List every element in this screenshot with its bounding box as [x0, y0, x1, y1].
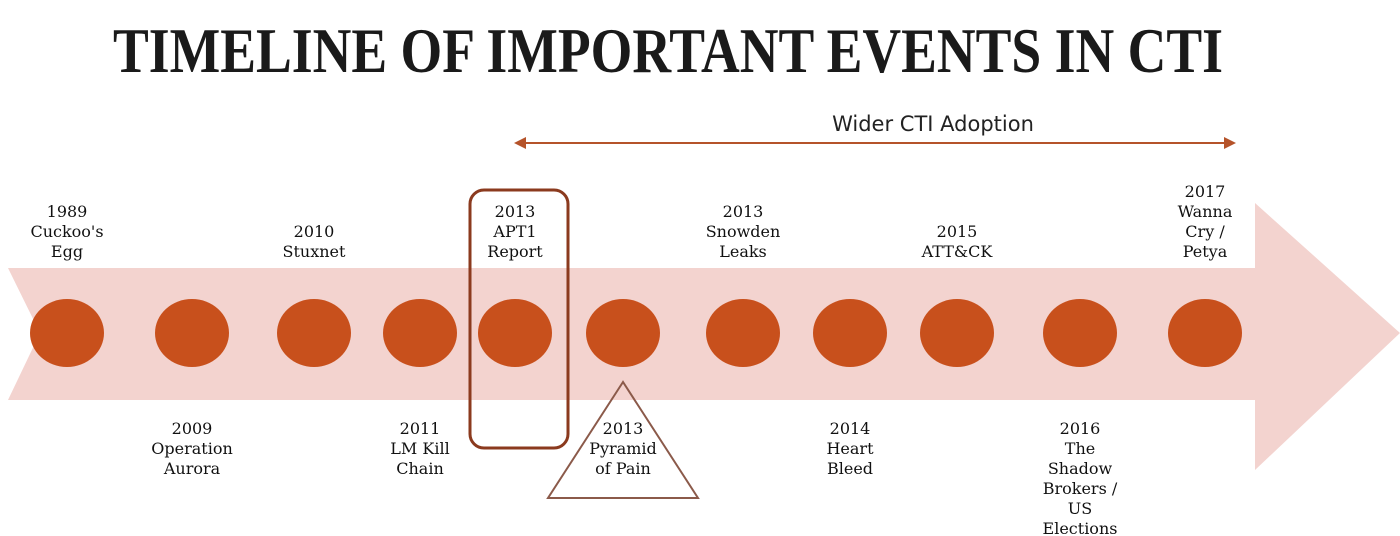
- event-label: Snowden: [706, 222, 781, 241]
- event-year: 2016: [1060, 419, 1101, 438]
- event-dot: [1043, 299, 1117, 367]
- event-label: APT1: [492, 222, 536, 241]
- span-arrowhead: [1224, 137, 1236, 149]
- event-year: 2015: [937, 222, 978, 241]
- event-year: 2011: [400, 419, 441, 438]
- event-label: Bleed: [827, 459, 873, 478]
- event-year: 2010: [294, 222, 335, 241]
- event-year: 2013: [723, 202, 764, 221]
- event-label: Stuxnet: [283, 242, 346, 261]
- event-dot: [277, 299, 351, 367]
- event-dot: [813, 299, 887, 367]
- event-label: ATT&CK: [921, 242, 994, 261]
- event-label: Wanna: [1178, 202, 1233, 221]
- event-label: Shadow: [1048, 459, 1113, 478]
- event-label: Aurora: [163, 459, 221, 478]
- event-year: 2017: [1185, 182, 1226, 201]
- event-label: LM Kill: [390, 439, 449, 458]
- pyramid-icon: [546, 380, 700, 499]
- event-label: Cry /: [1185, 222, 1225, 241]
- event-label: Brokers /: [1043, 479, 1118, 498]
- event-label: of Pain: [595, 459, 651, 478]
- event-dot: [383, 299, 457, 367]
- event-label: Operation: [151, 439, 233, 458]
- event-label: Leaks: [719, 242, 767, 261]
- event-dot: [920, 299, 994, 367]
- event-dot: [155, 299, 229, 367]
- timeline-arrow: [8, 203, 1400, 470]
- event-year: 2014: [830, 419, 871, 438]
- span-label: Wider CTI Adoption: [832, 112, 1034, 136]
- highlight-box: [468, 188, 570, 450]
- event-dot: [30, 299, 104, 367]
- event-label: Report: [487, 242, 543, 261]
- span-arrowhead: [514, 137, 526, 149]
- event-dot: [478, 299, 552, 367]
- title: TIMELINE OF IMPORTANT EVENTS IN CTI: [113, 15, 1223, 86]
- event-label: The: [1065, 439, 1095, 458]
- event-year: 2009: [172, 419, 213, 438]
- event-label: Petya: [1183, 242, 1228, 261]
- event-dot: [706, 299, 780, 367]
- event-label: Egg: [51, 242, 83, 261]
- event-label: US: [1068, 499, 1092, 518]
- event-year: 2013: [495, 202, 536, 221]
- event-label: Pyramid: [589, 439, 657, 458]
- event-label: Elections: [1043, 519, 1118, 536]
- event-year: 2013: [603, 419, 644, 438]
- event-year: 1989: [47, 202, 88, 221]
- event-dot: [1168, 299, 1242, 367]
- event-dot: [586, 299, 660, 367]
- event-label: Cuckoo's: [30, 222, 103, 241]
- event-label: Heart: [826, 439, 874, 458]
- event-label: Chain: [396, 459, 444, 478]
